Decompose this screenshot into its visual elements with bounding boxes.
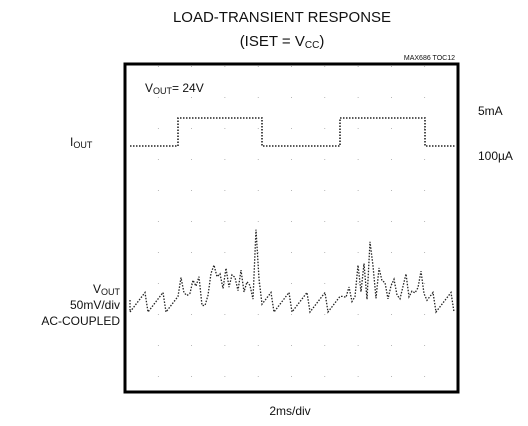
x-axis-label: 2ms/div <box>269 404 310 418</box>
high-current-label: 5mA <box>478 104 503 118</box>
iout-label: IOUT <box>70 135 93 150</box>
voltage-trace <box>129 229 455 314</box>
grid <box>157 66 426 390</box>
current-trace <box>130 117 455 147</box>
vout-annotation: VOUT= 24V <box>145 81 204 96</box>
vout-label: VOUT <box>93 282 121 297</box>
coupling-label: AC-COUPLED <box>41 314 120 328</box>
chart-subtitle: (ISET = VCC) <box>240 33 325 51</box>
low-current-label: 100µA <box>478 149 513 163</box>
scale-label: 50mV/div <box>70 298 120 312</box>
scope-frame <box>123 62 460 394</box>
chart-title: LOAD-TRANSIENT RESPONSE <box>173 9 391 26</box>
figure-code: MAX686 TOC12 <box>404 55 455 62</box>
